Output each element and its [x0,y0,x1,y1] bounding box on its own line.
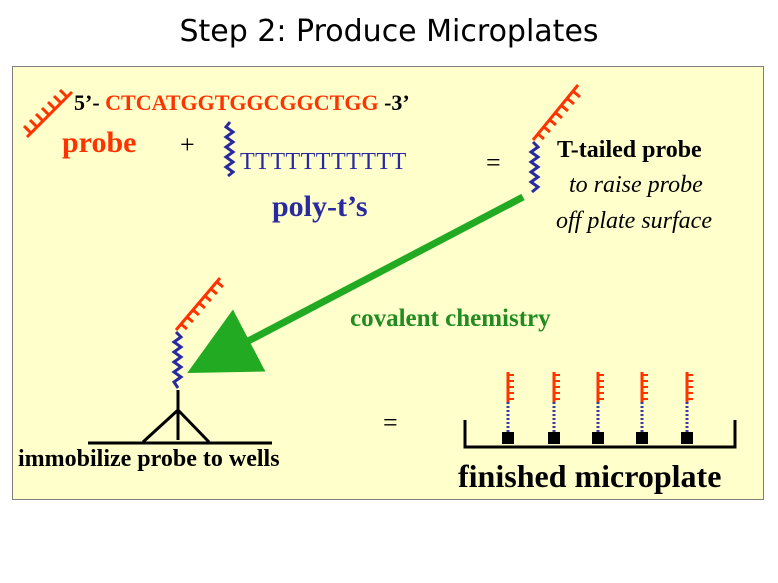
sequence-suffix: -3’ [378,90,410,115]
sequence-dna: CTCATGGTGGCGGCTGG [105,90,379,115]
covalent-arrow [187,193,525,373]
microplate-well [681,372,693,444]
t-tailed-probe [528,84,581,194]
poly-t-squiggle [223,121,236,178]
page-title: Step 2: Produce Microplates [179,14,599,49]
immobilized-probe [88,277,272,445]
equals-sign-2: = [383,408,398,437]
t-tailed-title: T-tailed probe [557,137,702,163]
equals-sign: = [486,148,501,177]
t-tailed-line3: off plate surface [556,208,712,234]
poly-t-label: poly-t’s [272,190,368,223]
finished-label: finished microplate [458,458,722,494]
diagram-panel [12,66,764,500]
probe-label: probe [62,126,137,159]
sequence-prefix: 5’- [74,90,106,115]
microplate-well [502,372,514,444]
microplate [463,372,737,449]
t-tailed-line2: to raise probe [569,172,703,198]
microplate-well [636,372,648,444]
arrow-label: covalent chemistry [350,305,551,332]
immobilize-label: immobilize probe to wells [18,446,280,472]
plus-sign: + [180,130,195,159]
probe-comb-top-left [22,88,74,139]
microplate-well [548,372,560,444]
poly-t-sequence: TTTTTTTTTTT [240,149,407,175]
probe-sequence: 5’- CTCATGGTGGCGGCTGG -3’ [74,90,410,116]
microplate-well [592,372,604,444]
